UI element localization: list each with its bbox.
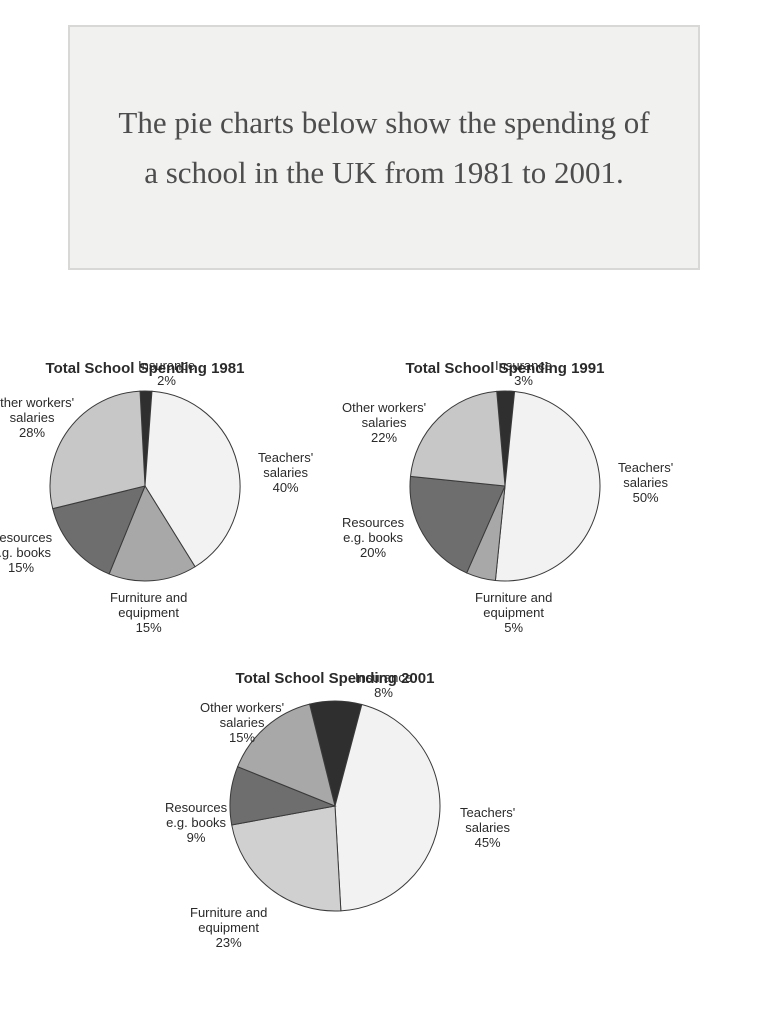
slice-label: Furniture andequipment15% [110, 591, 187, 636]
slice-label: Furniture andequipment5% [475, 591, 552, 636]
slice-label: Resourcese.g. books20% [342, 516, 404, 561]
slice-label: Insurance2% [138, 359, 195, 389]
slice-label: Insurance3% [495, 359, 552, 389]
pie-chart [400, 381, 610, 591]
slice-label: Resourcese.g. books9% [165, 801, 227, 846]
slice-label: Teachers'salaries45% [460, 806, 515, 851]
title-box: The pie charts below show the spending o… [68, 25, 700, 270]
slice-label: Teachers'salaries50% [618, 461, 673, 506]
chart-title: Total School Spending 2001 [220, 670, 450, 687]
slice-label: Resourcese.g. books15% [0, 531, 52, 576]
slice-label: Other workers'salaries22% [342, 401, 426, 446]
pie-wrap: Insurance8%Teachers'salaries45%Furniture… [220, 691, 450, 921]
slice-label: Teachers'salaries40% [258, 451, 313, 496]
slice-label: Insurance8% [355, 671, 412, 701]
slice-label: Other workers'salaries15% [200, 701, 284, 746]
pie-wrap: Insurance3%Teachers'salaries50%Furniture… [400, 381, 610, 591]
chart-c1981: Total School Spending 1981Insurance2%Tea… [40, 360, 250, 591]
chart-c2001: Total School Spending 2001 Insurance8%Tea… [220, 670, 450, 921]
slice-label: Other workers'salaries28% [0, 396, 74, 441]
charts-area: Total School Spending 1981Insurance2%Tea… [30, 335, 738, 985]
pie-wrap: Insurance2%Teachers'salaries40%Furniture… [40, 381, 250, 591]
chart-c1991: Total School Spending 1991Insurance3%Tea… [400, 360, 610, 591]
page-title: The pie charts below show the spending o… [110, 98, 658, 197]
slice-label: Furniture andequipment23% [190, 906, 267, 951]
